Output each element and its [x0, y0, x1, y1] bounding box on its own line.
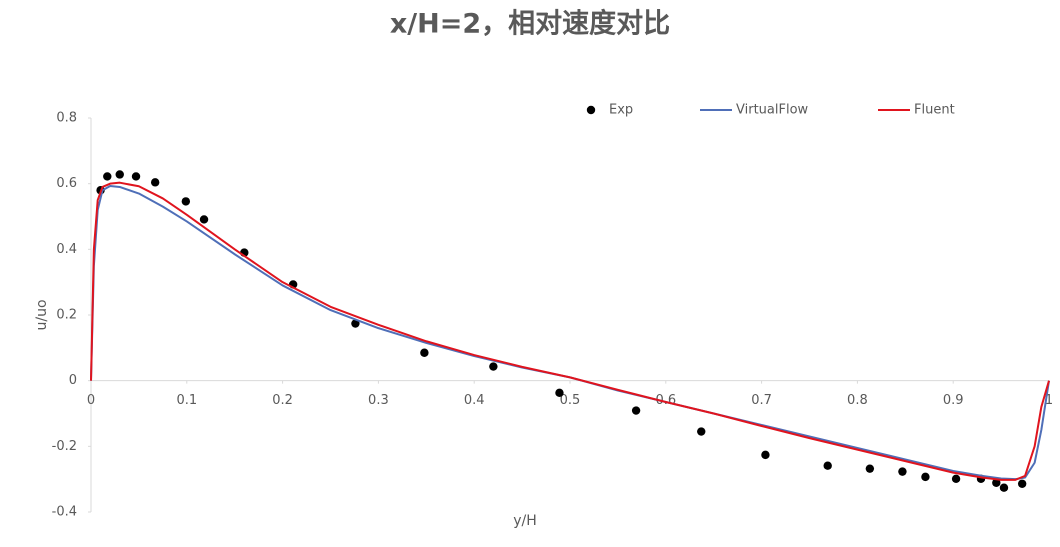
y-tick-label: 0: [69, 373, 77, 388]
chart-title: x/H=2，相对速度对比: [390, 8, 670, 40]
legend-marker: [586, 105, 596, 115]
x-tick-label: 0.6: [655, 393, 676, 408]
legend-label: VirtualFlow: [736, 103, 809, 118]
y-tick-label: -0.2: [52, 439, 77, 454]
data-point: [951, 474, 961, 484]
x-tick-label: 0.3: [368, 393, 389, 408]
series-line: [90, 181, 1050, 481]
y-axis-title: u/uo: [34, 299, 50, 330]
data-point: [697, 427, 706, 436]
data-point: [898, 467, 907, 476]
legend-label: Fluent: [914, 103, 955, 118]
data-point: [865, 464, 875, 473]
x-tick-label: 0.7: [751, 393, 772, 408]
data-point: [761, 450, 770, 460]
x-tick-label: 1: [1045, 393, 1053, 408]
series-line: [90, 184, 1050, 481]
x-axis-title: y/H: [513, 513, 537, 529]
data-point: [555, 388, 564, 398]
y-tick-label: 0.6: [56, 176, 77, 191]
y-tick-label: 0.8: [56, 111, 77, 126]
data-point: [921, 472, 930, 482]
data-point: [999, 483, 1009, 492]
legend-label: Exp: [609, 103, 633, 118]
x-tick-label: 0.5: [560, 393, 581, 408]
x-tick-label: 0.2: [272, 393, 293, 408]
y-tick-label: 0.2: [56, 308, 77, 323]
data-point: [992, 478, 1001, 487]
x-tick-label: 0: [87, 393, 95, 408]
data-point: [150, 178, 160, 187]
data-point: [199, 215, 209, 224]
x-tick-label: 0.9: [943, 393, 964, 408]
data-point: [181, 197, 191, 206]
data-point: [351, 319, 360, 328]
data-point: [1017, 479, 1027, 488]
y-tick-label: 0.4: [56, 242, 77, 257]
data-point: [420, 348, 429, 357]
data-point: [103, 172, 112, 181]
data-point: [489, 362, 498, 371]
data-point: [131, 172, 141, 181]
y-tick-label: -0.4: [52, 505, 77, 520]
data-point: [823, 461, 832, 470]
x-tick-label: 0.1: [176, 393, 197, 408]
data-point: [115, 170, 124, 179]
x-tick-label: 0.4: [464, 393, 485, 408]
x-tick-label: 0.8: [847, 393, 868, 408]
data-point: [631, 406, 641, 415]
